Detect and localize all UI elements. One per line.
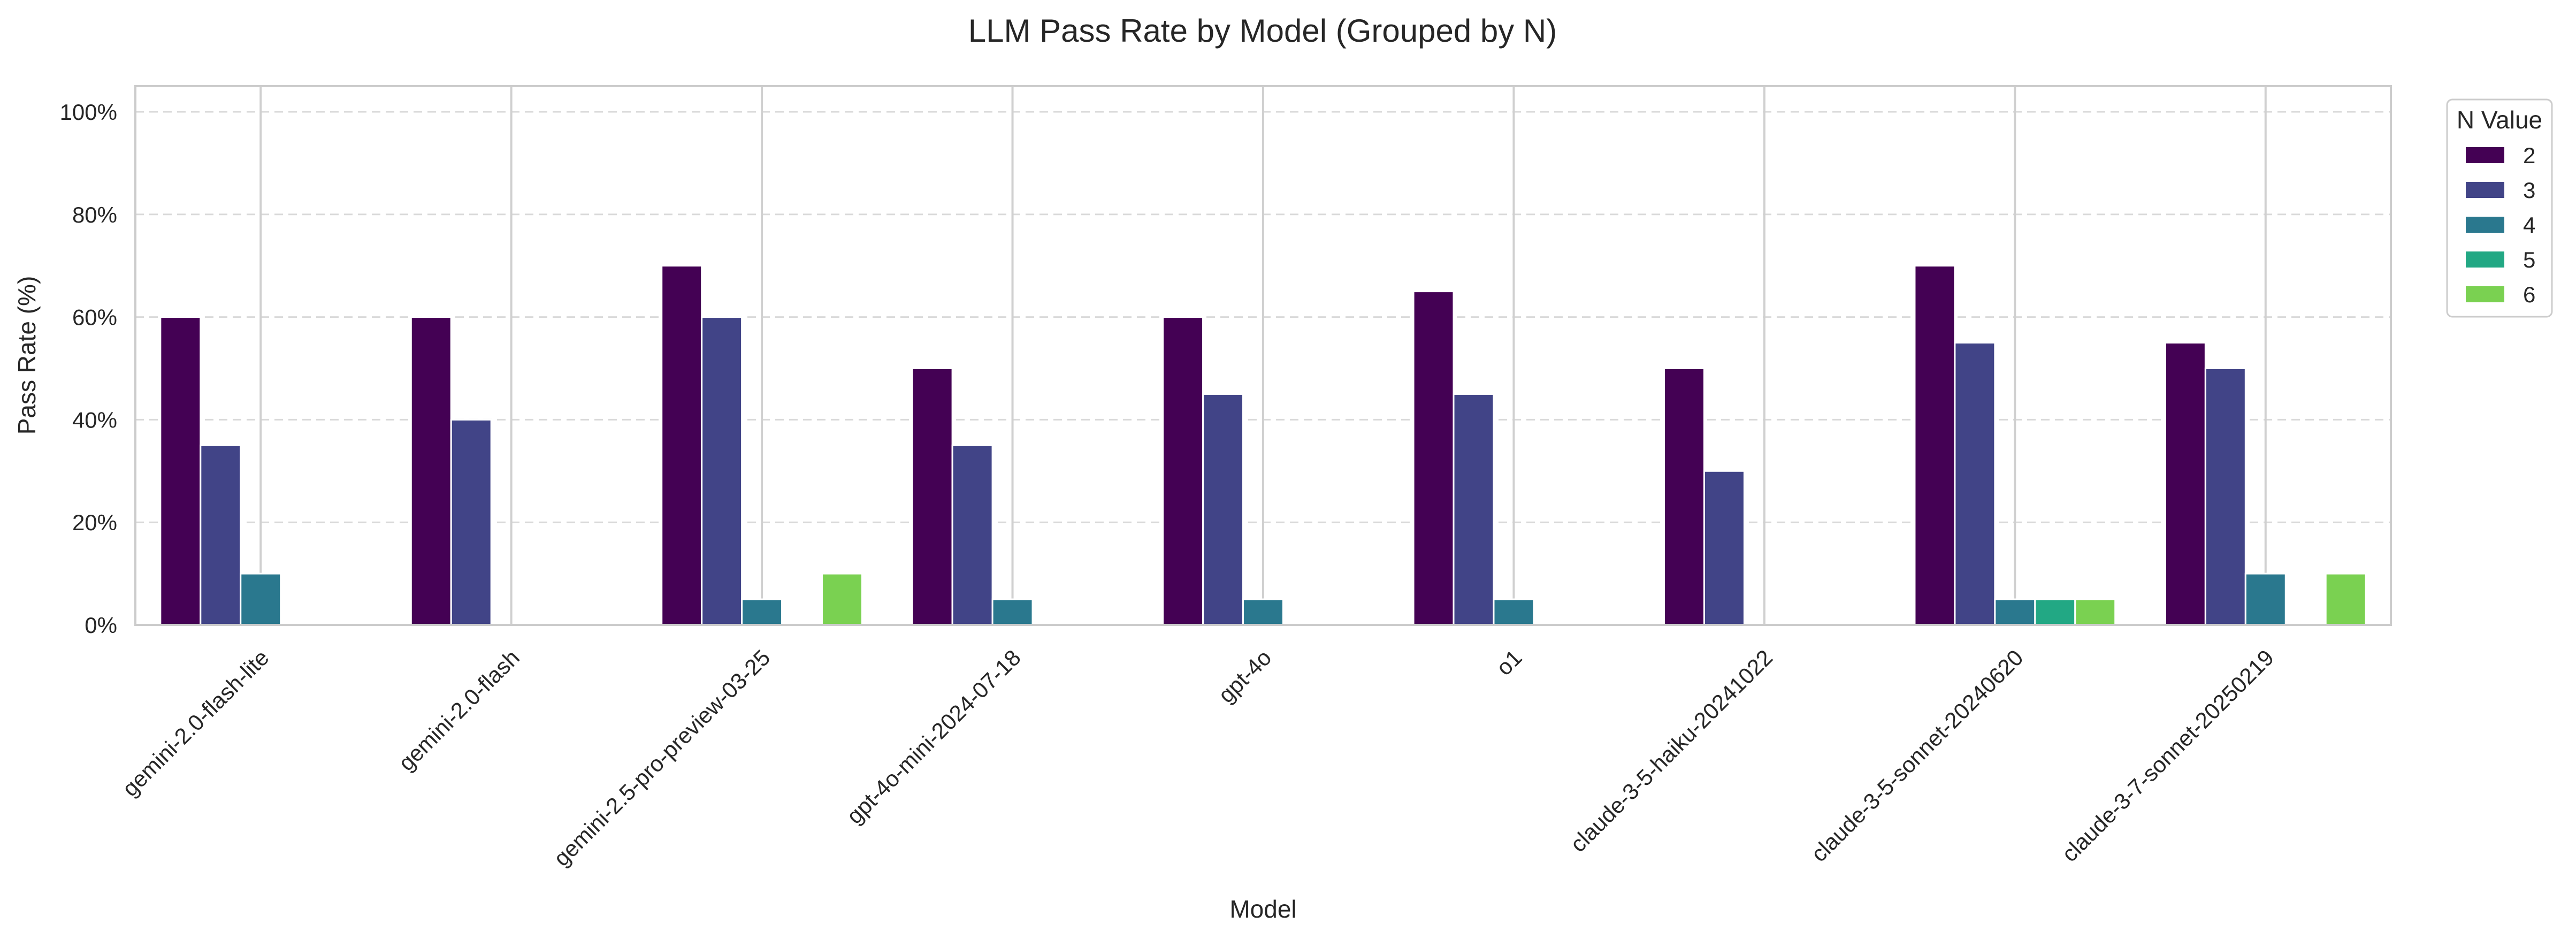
bar-n5-claude-3-5-sonnet-20240620: [2034, 598, 2076, 626]
y-tick-label: 20%: [72, 510, 117, 535]
bar-n2-gpt-4o-mini-2024-07-18: [911, 367, 953, 626]
bar-n2-gpt-4o: [1162, 316, 1204, 626]
bar-n2-claude-3-7-sonnet-20250219: [2164, 342, 2206, 626]
legend-swatch-3: [2466, 182, 2504, 198]
bar-n2-gemini-2.5-pro-preview-03-25: [661, 265, 703, 626]
bar-n6-claude-3-7-sonnet-20250219: [2325, 572, 2367, 626]
bar-n2-o1: [1412, 291, 1455, 626]
legend: N Value 2 3 4 5 6: [2446, 98, 2553, 318]
y-tick-label: 40%: [72, 407, 117, 432]
legend-swatch-4: [2466, 217, 2504, 233]
legend-label-2: 2: [2523, 143, 2535, 168]
bar-n3-gemini-2.0-flash-lite: [200, 444, 242, 626]
bar-n4-claude-3-5-sonnet-20240620: [1994, 598, 2036, 626]
y-axis-label: Pass Rate (%): [13, 276, 41, 435]
bar-n3-gpt-4o: [1202, 393, 1244, 626]
grid-lines: [135, 86, 2391, 625]
bar-n3-claude-3-5-sonnet-20240620: [1954, 342, 1996, 626]
bar-n4-gemini-2.5-pro-preview-03-25: [741, 598, 783, 626]
y-tick-label: 0%: [85, 613, 117, 638]
y-tick-label: 60%: [72, 305, 117, 330]
bar-n3-claude-3-7-sonnet-20250219: [2204, 367, 2246, 626]
y-tick-label: 80%: [72, 202, 117, 227]
bar-n2-claude-3-5-sonnet-20240620: [1914, 265, 1956, 626]
bar-n3-gemini-2.0-flash: [450, 418, 492, 626]
bars: [159, 265, 2367, 626]
bar-n6-gemini-2.5-pro-preview-03-25: [821, 572, 863, 626]
legend-label-5: 5: [2523, 247, 2535, 272]
bar-n4-o1: [1493, 598, 1535, 626]
plot-frame: [134, 85, 2392, 626]
legend-label-4: 4: [2523, 212, 2535, 238]
bar-n2-gemini-2.0-flash: [410, 316, 452, 626]
y-tick-label: 100%: [60, 100, 117, 125]
bar-n4-gemini-2.0-flash-lite: [240, 572, 282, 626]
bar-n2-gemini-2.0-flash-lite: [159, 316, 202, 626]
legend-label-3: 3: [2523, 178, 2535, 203]
legend-swatch-6: [2466, 286, 2504, 302]
legend-title: N Value: [2457, 106, 2542, 134]
bar-n3-claude-3-5-haiku-20241022: [1703, 470, 1745, 626]
bar-n3-gpt-4o-mini-2024-07-18: [951, 444, 993, 626]
bar-n4-gpt-4o-mini-2024-07-18: [991, 598, 1034, 626]
bar-n4-gpt-4o: [1242, 598, 1284, 626]
legend-label-6: 6: [2523, 282, 2535, 307]
legend-swatch-2: [2466, 147, 2504, 163]
bar-n3-gemini-2.5-pro-preview-03-25: [701, 316, 743, 626]
bar-n4-claude-3-7-sonnet-20250219: [2244, 572, 2287, 626]
bar-n3-o1: [1453, 393, 1495, 626]
legend-items: 2 3 4 5 6: [2466, 143, 2535, 307]
legend-swatch-5: [2466, 251, 2504, 268]
chart-title: LLM Pass Rate by Model (Grouped by N): [968, 13, 1557, 49]
y-tick-labels: 0% 20% 40% 60% 80% 100%: [60, 100, 117, 638]
bar-n2-claude-3-5-haiku-20241022: [1663, 367, 1705, 626]
bar-n6-claude-3-5-sonnet-20240620: [2074, 598, 2116, 626]
x-axis-label: Model: [1229, 895, 1296, 923]
